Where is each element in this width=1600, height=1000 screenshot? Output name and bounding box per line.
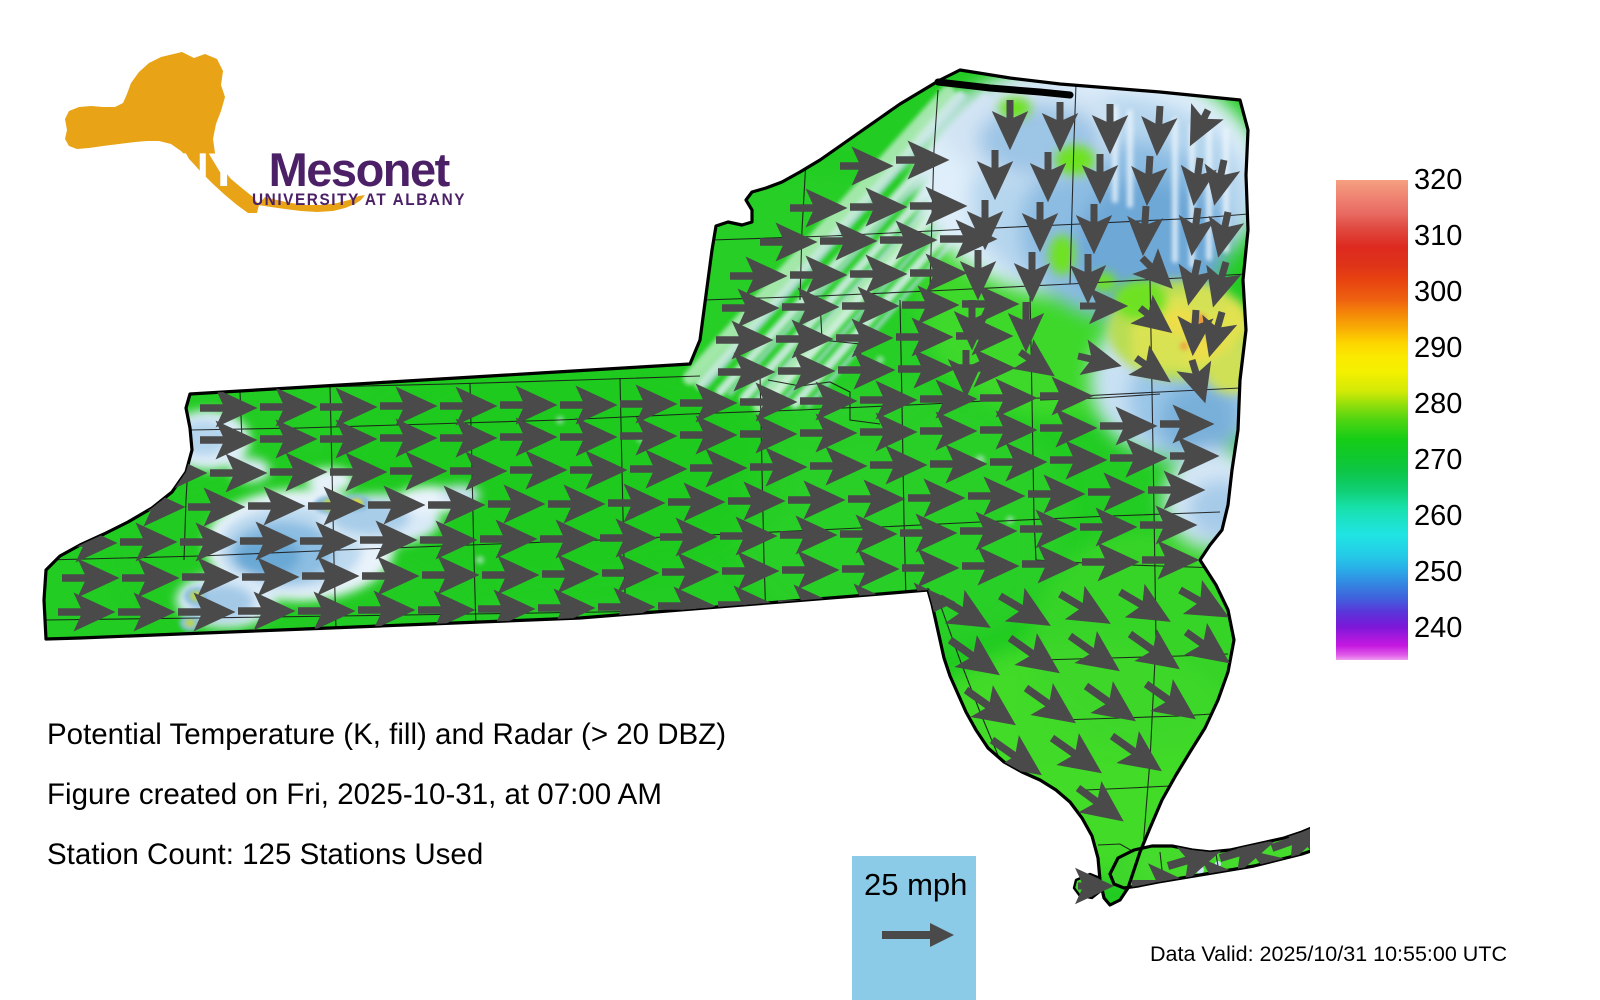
logo-brand-secondary: Mesonet xyxy=(268,143,451,196)
colorbar-tick-260: 260 xyxy=(1414,500,1463,532)
wind-speed-legend: 25 mph xyxy=(852,856,976,1000)
colorbar-tick-280: 280 xyxy=(1414,388,1463,420)
nys-mesonet-logo: NYSMesonet UNIVERSITY AT ALBANY xyxy=(45,45,464,225)
colorbar-tick-240: 240 xyxy=(1414,612,1463,644)
logo-wordmark: NYSMesonet xyxy=(175,142,451,197)
caption-created: Figure created on Fri, 2025-10-31, at 07… xyxy=(47,777,662,811)
weather-map xyxy=(42,68,1310,907)
figure-caption: Potential Temperature (K, fill) and Rada… xyxy=(47,718,887,897)
caption-station-count: Station Count: 125 Stations Used xyxy=(47,837,484,871)
lake-ontario-shore xyxy=(934,78,1074,99)
colorbar-tick-labels: 320 310 300 290 280 270 260 250 240 xyxy=(1414,166,1534,660)
colorbar-tick-270: 270 xyxy=(1414,444,1463,476)
wind-vector-field xyxy=(58,100,1245,870)
wind-legend-arrow-icon xyxy=(882,923,954,947)
logo-subtitle: UNIVERSITY AT ALBANY xyxy=(252,191,467,209)
nys-potential-temperature-map xyxy=(42,68,1310,907)
colorbar-tick-300: 300 xyxy=(1414,276,1463,308)
colorbar-tick-310: 310 xyxy=(1414,220,1463,252)
colorbar xyxy=(1336,180,1408,660)
colorbar-gradient xyxy=(1336,180,1408,660)
data-valid-timestamp: Data Valid: 2025/10/31 10:55:00 UTC xyxy=(1150,942,1507,966)
colorbar-tick-320: 320 xyxy=(1414,164,1463,196)
wind-legend-label: 25 mph xyxy=(864,867,968,902)
caption-title: Potential Temperature (K, fill) and Rada… xyxy=(47,718,727,751)
colorbar-tick-290: 290 xyxy=(1414,332,1463,364)
colorbar-tick-250: 250 xyxy=(1414,556,1463,588)
logo-brand-primary: NYS xyxy=(175,143,270,196)
new-york-state-logo-shape xyxy=(65,52,365,213)
